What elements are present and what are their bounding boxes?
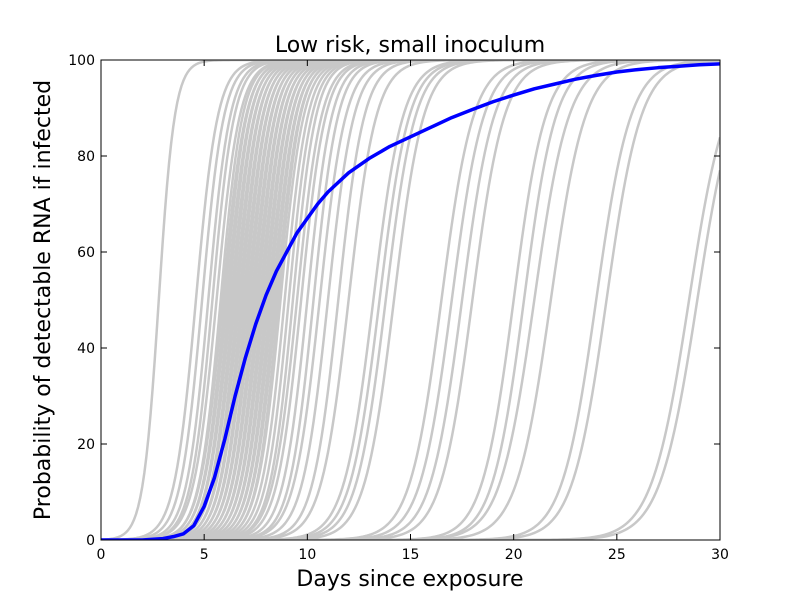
sample-curve: [101, 60, 720, 540]
chart-title: Low risk, small inoculum: [275, 33, 545, 58]
y-tick-label: 100: [68, 53, 95, 69]
x-tick-label: 0: [97, 547, 106, 563]
sample-curve: [101, 169, 720, 540]
y-tick-label: 40: [77, 341, 95, 357]
sample-curve: [101, 60, 720, 540]
x-tick-label: 25: [608, 547, 626, 563]
x-axis-label: Days since exposure: [296, 567, 523, 592]
y-tick-label: 80: [77, 149, 95, 165]
sample-curve: [101, 60, 720, 540]
x-tick-label: 30: [711, 547, 729, 563]
sample-curve: [101, 60, 720, 540]
sample-curve: [101, 60, 720, 540]
sample-curve: [101, 60, 720, 540]
sample-curve: [101, 60, 720, 540]
x-tick-label: 5: [200, 547, 209, 563]
mean-curve-group: [101, 62, 720, 540]
axis-ticks: 0 5 10 15 20 25 30 0 20 40 60 80 100: [68, 53, 729, 563]
sample-curve: [101, 60, 720, 540]
sample-curve: [101, 136, 720, 540]
y-tick-label: 20: [77, 437, 95, 453]
x-tick-label: 20: [505, 547, 523, 563]
sample-curve: [101, 60, 720, 540]
x-tick-label: 15: [402, 547, 420, 563]
y-tick-label: 60: [77, 245, 95, 261]
sample-curve: [101, 60, 720, 540]
y-tick-label: 0: [86, 533, 95, 549]
sample-curve: [101, 60, 720, 540]
sample-curve: [101, 60, 720, 540]
sample-curves: [101, 60, 720, 540]
series-line-mean: [101, 62, 720, 540]
y-axis-label: Probability of detectable RNA if infecte…: [31, 80, 56, 520]
sample-curve: [101, 60, 720, 540]
sample-curve: [101, 60, 720, 540]
x-tick-label: 10: [298, 547, 316, 563]
sample-curve: [101, 60, 720, 540]
